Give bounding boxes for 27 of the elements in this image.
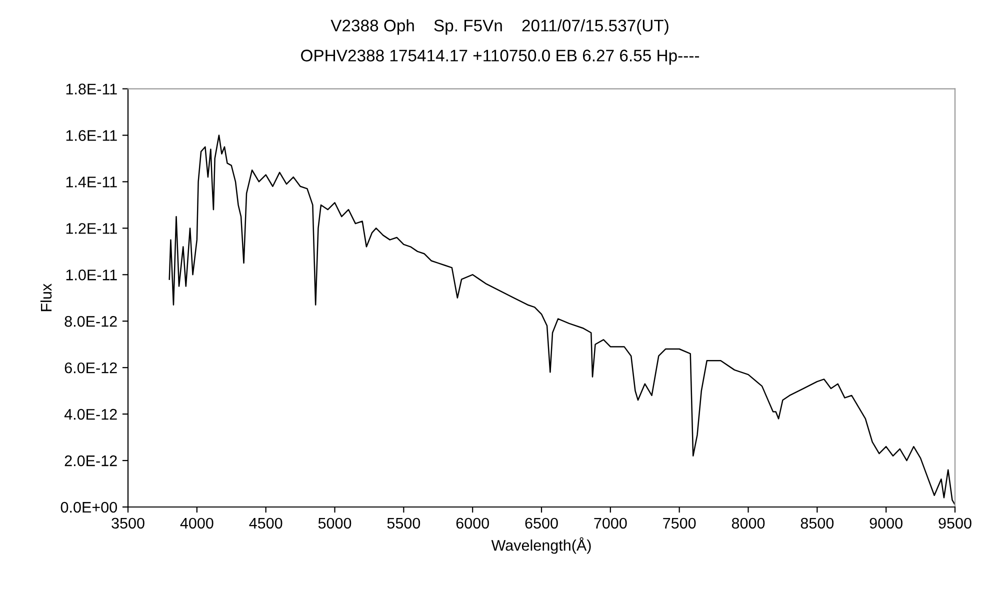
x-axis-title: Wavelength(Å) [491,537,591,554]
x-tick-label: 8000 [732,518,765,529]
x-tick-label: 5500 [387,518,420,529]
y-tick-label: 1.8E-11 [66,84,117,94]
x-tick-label: 4000 [180,518,214,529]
x-tick-label: 5000 [318,518,352,529]
y-tick-label: 4.0E-12 [64,408,117,420]
x-tick-label: 6500 [525,518,558,529]
y-tick-label: 1.0E-11 [66,270,117,280]
chart-title: V2388 Oph Sp. F5Vn 2011/07/15.537(UT) [330,19,668,35]
y-tick-label: 0.0E+00 [60,502,117,513]
y-tick-label: 1.6E-11 [66,130,117,141]
y-tick-label: 8.0E-12 [64,316,117,327]
x-tick-label: 7500 [663,518,696,529]
y-tick-label: 1.4E-11 [66,176,117,188]
x-tick-label: 7000 [594,518,627,529]
chart-subtitle: OPHV2388 175414.17 +110750.0 EB 6.27 6.55 Hp---- [301,50,700,65]
x-tick-label: 9500 [938,518,972,529]
y-tick-label: 2.0E-12 [64,455,117,466]
x-tick-label: 8500 [800,518,834,529]
x-tick-label: 9000 [870,518,902,529]
y-axis-title: Flux [40,284,52,312]
x-tick-label: 4500 [249,518,282,529]
y-tick-label: 6.0E-12 [64,362,117,374]
x-tick-label: 3500 [112,518,144,529]
x-tick-label: 6000 [456,518,489,529]
y-tick-label: 1.2E-11 [66,223,117,234]
